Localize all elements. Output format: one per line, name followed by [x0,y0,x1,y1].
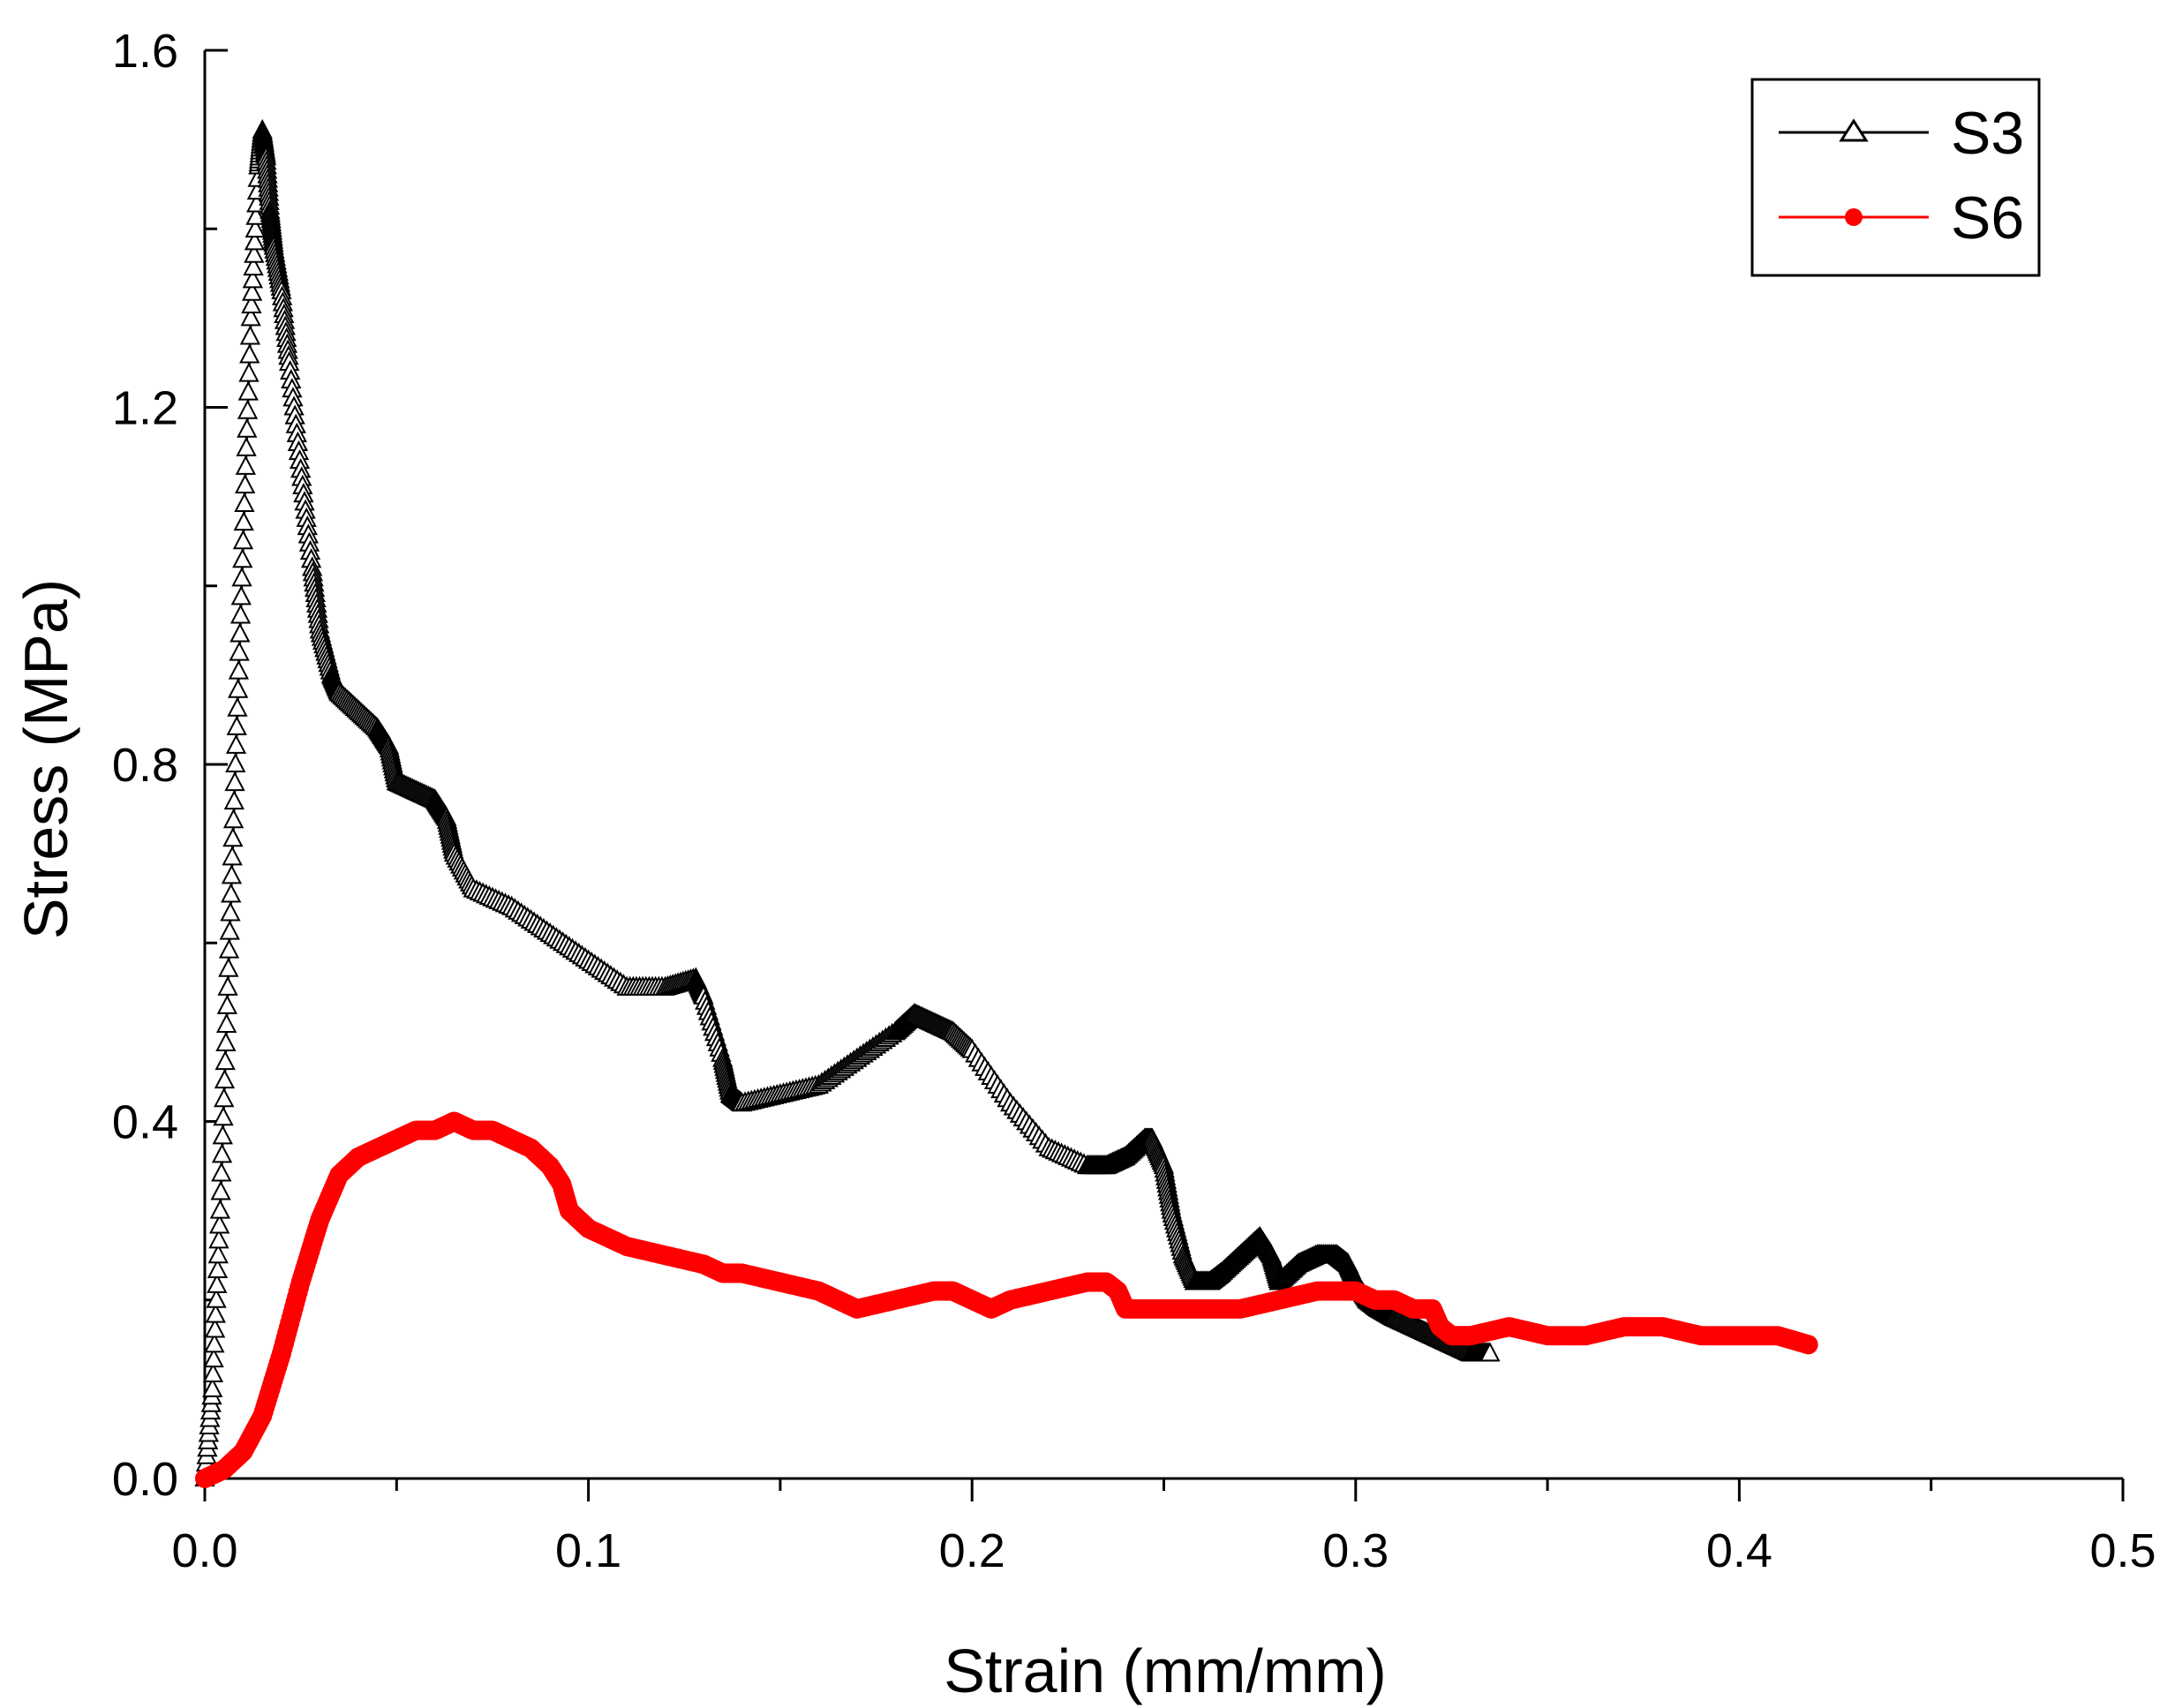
data-point-s3 [228,659,250,680]
x-tick-label: 0.4 [1706,1524,1772,1577]
data-point-s3 [213,1106,234,1126]
x-tick-label: 0.3 [1322,1524,1389,1577]
data-point-s3 [220,901,241,922]
x-tick-label: 0.0 [171,1524,237,1577]
data-point-s3 [209,1199,231,1219]
data-point-s3 [237,399,259,419]
data-point-s3 [212,1125,233,1145]
data-point-s3 [232,530,254,550]
legend-entry-s6: S6 [1779,184,2024,252]
data-point-s3 [230,585,252,606]
data-point-s3 [239,343,260,364]
x-axis-title: Strain (mm/mm) [944,1637,1387,1705]
data-point-s3 [238,362,260,382]
data-point-s3 [241,281,263,301]
y-tick-label: 0.4 [112,1096,178,1149]
data-point-s3 [202,1362,224,1383]
data-point-s3 [234,492,255,513]
y-tick-label: 0.0 [112,1453,178,1506]
data-point-s3 [221,883,242,903]
data-point-s3 [234,473,256,493]
data-point-s3 [236,436,257,456]
legend-label-s3: S3 [1951,100,2024,167]
legend-marker-s3 [1839,118,1869,142]
data-point-s3 [224,771,245,792]
legend-marker-s6 [1845,208,1863,226]
data-point-s3 [245,205,267,225]
data-point-s6 [1798,1335,1818,1355]
legend-label-s6: S6 [1951,184,2024,252]
data-point-s3 [228,678,249,698]
series-layer [194,118,1818,1488]
data-point-s3 [240,306,261,327]
data-point-s3 [204,1333,225,1353]
data-point-s3 [226,715,247,735]
data-point-s3 [244,230,266,251]
axes: 0.0 0.1 0.2 0.3 0.4 0.5 0.0 0.4 0.8 1.2 1.6 [112,25,2156,1577]
x-tick-label: 0.5 [2089,1524,2156,1577]
data-point-s3 [237,418,258,438]
y-tick-label: 1.2 [112,382,178,435]
legend-box [1750,78,2041,277]
data-point-s3 [204,1318,226,1338]
data-point-s3 [207,1258,229,1279]
series-s6 [195,1111,1818,1488]
data-point-s3 [218,938,240,959]
data-point-s3 [223,789,245,810]
series-s3 [194,118,1501,1486]
data-point-s3 [244,243,265,263]
data-point-s3 [245,217,266,238]
data-point-s3 [206,1288,227,1308]
data-point-s3 [229,641,250,661]
data-point-s3 [217,975,238,996]
data-point-s3 [211,1162,232,1182]
data-point-s3 [232,548,253,568]
data-point-s3 [222,827,244,847]
y-axis-title: Stress (MPa) [11,579,80,939]
data-point-s3 [222,809,245,829]
data-point-s3 [230,622,251,643]
data-point-s3 [203,1348,224,1368]
y-tick-label: 1.6 [112,25,178,78]
data-point-s3 [222,846,243,866]
data-point-s3 [210,1180,231,1200]
data-point-s3 [227,696,248,717]
y-tick-label: 0.8 [112,739,178,792]
data-point-s3 [202,1377,223,1397]
data-point-s3 [230,604,252,624]
data-point-s3 [207,1273,228,1293]
data-point-s3 [207,1244,229,1264]
data-point-s3 [237,380,259,401]
data-point-s3 [215,1012,237,1033]
data-point-s3 [216,994,238,1014]
data-point-s3 [211,1143,233,1163]
data-point-s3 [221,864,243,884]
data-point-s3 [219,920,240,940]
data-point-s3 [231,567,252,587]
x-tick-label: 0.2 [939,1524,1005,1577]
data-point-s3 [225,752,246,772]
data-point-s3 [241,293,262,314]
data-point-s3 [225,734,247,754]
data-point-s3 [235,455,257,475]
data-point-s3 [218,957,239,977]
data-point-s3 [239,325,261,345]
data-point-s3 [205,1303,226,1323]
data-point-s3 [214,1087,235,1108]
data-point-s3 [243,255,264,276]
data-point-s3 [208,1229,230,1249]
data-point-s3 [242,268,263,289]
legend-entry-s3: S3 [1779,100,2024,167]
legend: S3 S6 [1750,78,2041,277]
data-point-s3 [214,1050,236,1071]
data-point-s3 [1479,1342,1501,1362]
data-point-s3 [233,510,254,531]
data-point-s3 [209,1214,230,1234]
data-point-s3 [214,1069,236,1089]
x-tick-label: 0.1 [555,1524,621,1577]
data-point-s3 [215,1031,237,1052]
